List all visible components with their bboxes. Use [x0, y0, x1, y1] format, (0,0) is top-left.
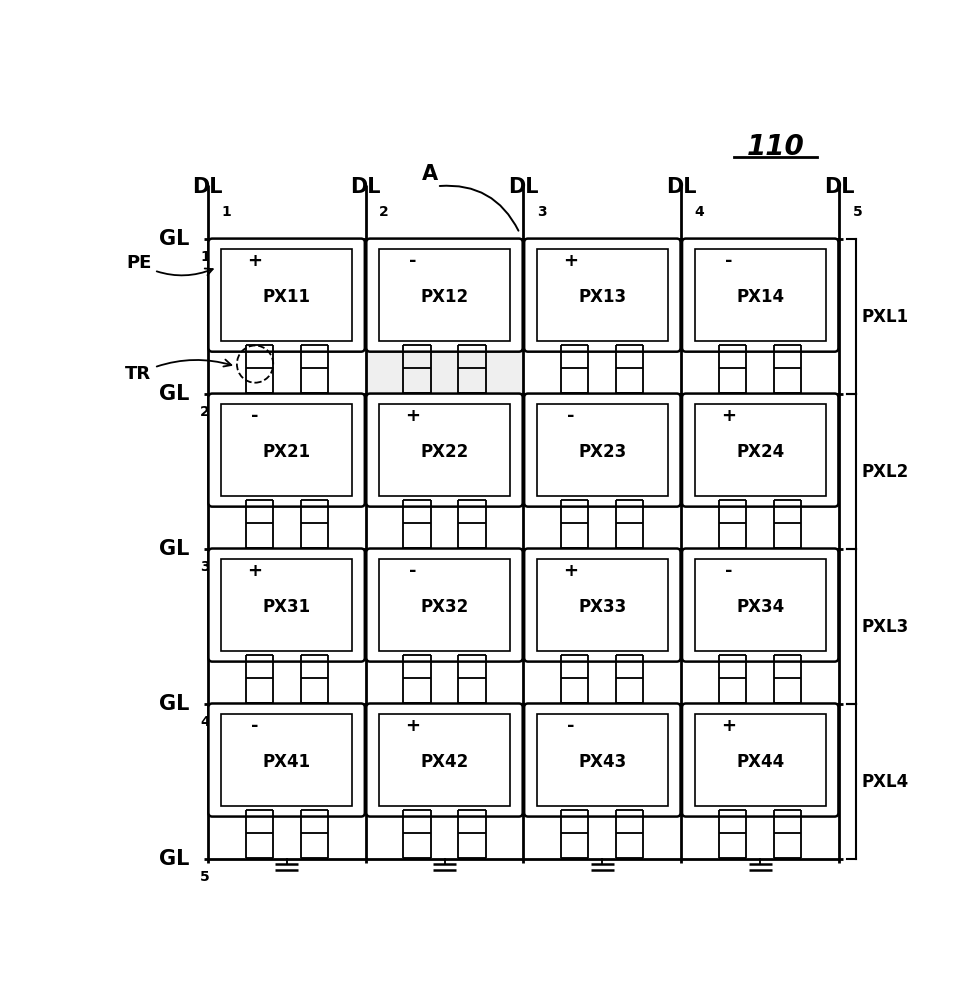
FancyBboxPatch shape — [208, 549, 364, 662]
Text: -: - — [567, 717, 574, 735]
FancyBboxPatch shape — [681, 703, 837, 817]
FancyBboxPatch shape — [366, 239, 522, 352]
Text: PX14: PX14 — [735, 288, 784, 306]
Text: GL: GL — [158, 849, 189, 869]
Text: PX43: PX43 — [578, 753, 626, 771]
Bar — [379, 249, 510, 341]
Text: DL: DL — [666, 177, 696, 197]
Text: PX12: PX12 — [420, 288, 468, 306]
Text: PX13: PX13 — [578, 288, 626, 306]
Text: -: - — [724, 562, 732, 580]
Text: GL: GL — [158, 384, 189, 404]
Text: 4: 4 — [694, 205, 703, 219]
Text: -: - — [409, 562, 417, 580]
Text: 5: 5 — [200, 870, 209, 884]
Bar — [221, 404, 352, 496]
Text: PXL1: PXL1 — [860, 308, 908, 326]
Text: 4: 4 — [200, 715, 209, 729]
Bar — [694, 714, 825, 806]
Bar — [221, 559, 352, 651]
FancyBboxPatch shape — [366, 394, 522, 507]
Text: 1: 1 — [200, 250, 209, 264]
Text: -: - — [409, 252, 417, 270]
Text: DL: DL — [508, 177, 538, 197]
Text: PX44: PX44 — [735, 753, 784, 771]
Bar — [221, 249, 352, 341]
FancyBboxPatch shape — [366, 549, 522, 662]
Text: DL: DL — [823, 177, 854, 197]
Text: +: + — [563, 252, 578, 270]
Text: +: + — [720, 407, 735, 425]
Text: +: + — [563, 562, 578, 580]
Text: PE: PE — [126, 254, 212, 275]
Bar — [379, 559, 510, 651]
Text: PX41: PX41 — [263, 753, 310, 771]
Text: 1: 1 — [221, 205, 231, 219]
Text: 5: 5 — [852, 205, 861, 219]
FancyBboxPatch shape — [681, 394, 837, 507]
Text: PX24: PX24 — [735, 443, 784, 461]
Bar — [694, 404, 825, 496]
Bar — [221, 714, 352, 806]
Text: PX22: PX22 — [420, 443, 468, 461]
FancyBboxPatch shape — [523, 549, 680, 662]
Text: -: - — [724, 252, 732, 270]
FancyBboxPatch shape — [208, 394, 364, 507]
Text: DL: DL — [192, 177, 223, 197]
Bar — [537, 404, 667, 496]
Text: +: + — [405, 717, 420, 735]
Bar — [694, 249, 825, 341]
Text: A: A — [421, 164, 437, 184]
Text: PX31: PX31 — [263, 598, 310, 616]
FancyBboxPatch shape — [681, 549, 837, 662]
Text: +: + — [405, 407, 420, 425]
Text: 3: 3 — [537, 205, 546, 219]
Text: PX34: PX34 — [735, 598, 784, 616]
Text: -: - — [251, 407, 259, 425]
Text: PX32: PX32 — [420, 598, 468, 616]
Text: GL: GL — [158, 229, 189, 249]
Text: PX42: PX42 — [420, 753, 468, 771]
Text: GL: GL — [158, 694, 189, 714]
Bar — [694, 559, 825, 651]
Bar — [537, 559, 667, 651]
Text: TR: TR — [125, 360, 231, 383]
Text: +: + — [247, 252, 263, 270]
Text: 2: 2 — [200, 405, 209, 419]
Text: 3: 3 — [200, 560, 209, 574]
Text: GL: GL — [158, 539, 189, 559]
Bar — [379, 714, 510, 806]
Bar — [379, 404, 510, 496]
Text: PX23: PX23 — [578, 443, 626, 461]
Text: PXL3: PXL3 — [860, 618, 908, 636]
Text: PX21: PX21 — [263, 443, 310, 461]
FancyBboxPatch shape — [681, 239, 837, 352]
Bar — [365, 239, 523, 394]
Bar — [537, 249, 667, 341]
Text: 110: 110 — [745, 133, 803, 161]
Text: PX11: PX11 — [263, 288, 310, 306]
Text: PXL2: PXL2 — [860, 463, 908, 481]
FancyBboxPatch shape — [366, 703, 522, 817]
Bar — [537, 714, 667, 806]
FancyBboxPatch shape — [523, 239, 680, 352]
Text: -: - — [567, 407, 574, 425]
Text: +: + — [247, 562, 263, 580]
FancyBboxPatch shape — [208, 703, 364, 817]
FancyBboxPatch shape — [523, 703, 680, 817]
Text: +: + — [720, 717, 735, 735]
Text: 2: 2 — [379, 205, 389, 219]
Text: -: - — [251, 717, 259, 735]
Text: PXL4: PXL4 — [860, 773, 908, 791]
Text: DL: DL — [350, 177, 381, 197]
FancyBboxPatch shape — [523, 394, 680, 507]
FancyBboxPatch shape — [208, 239, 364, 352]
Text: PX33: PX33 — [578, 598, 626, 616]
